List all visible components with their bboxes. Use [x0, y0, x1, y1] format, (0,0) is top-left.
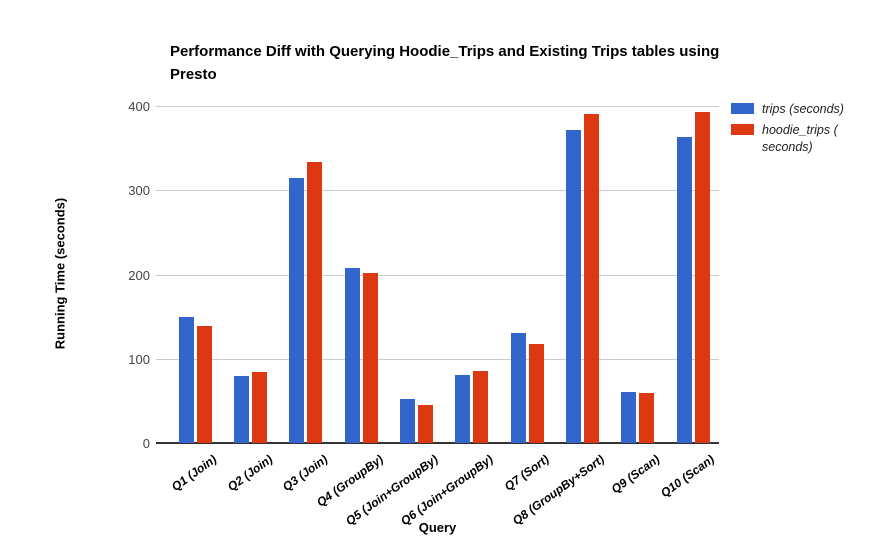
bar-trips-7[interactable] [510, 332, 526, 443]
legend-swatch-icon [731, 103, 754, 114]
x-tick-label: Q9 (Scan) [608, 452, 662, 497]
legend-swatch-icon [731, 124, 754, 136]
legend-label: hoodie_trips ( seconds) [762, 123, 838, 154]
x-tick-label: Q6 (Join+GroupBy) [398, 452, 497, 529]
x-tick-label: Q8 (GroupBy+Sort) [509, 452, 607, 528]
bar-hoodie-trips-9[interactable] [639, 393, 655, 443]
bar-trips-10[interactable] [676, 137, 692, 443]
legend: trips (seconds) hoodie_trips ( seconds) [731, 101, 881, 160]
bar-hoodie-trips-4[interactable] [362, 272, 378, 443]
chart-title: Performance Diff with Querying Hoodie_Tr… [170, 43, 720, 83]
x-axis-baseline [156, 442, 719, 444]
bar-trips-9[interactable] [621, 391, 637, 443]
bar-trips-2[interactable] [234, 375, 250, 443]
bar-trips-4[interactable] [344, 267, 360, 443]
bar-trips-8[interactable] [565, 130, 581, 443]
gridline [156, 106, 719, 107]
bar-hoodie-trips-1[interactable] [196, 325, 212, 443]
bar-hoodie-trips-2[interactable] [252, 372, 268, 443]
x-tick-label: Q1 (Join) [169, 452, 220, 494]
bar-hoodie-trips-7[interactable] [528, 344, 544, 443]
y-axis-title: Running Time (seconds) [52, 197, 68, 350]
legend-item-hoodie-trips[interactable]: hoodie_trips ( seconds) [731, 122, 881, 155]
bar-hoodie-trips-3[interactable] [307, 162, 323, 443]
bar-hoodie-trips-5[interactable] [418, 405, 433, 443]
y-tick-label: 0 [142, 436, 150, 451]
gridline [156, 274, 719, 276]
x-tick-label: Q3 (Join) [279, 452, 331, 494]
x-tick-label: Q2 (Join) [224, 452, 275, 494]
y-tick-label: 300 [128, 183, 150, 199]
gridline [156, 190, 719, 192]
y-tick-label: 100 [128, 351, 150, 367]
bar-hoodie-trips-10[interactable] [694, 111, 710, 443]
plot-area: 0 100 200 300 400 Q1 (Join) Q2 (Join) Q3 (Join)… [128, 99, 719, 528]
x-tick-label: Q7 (Sort) [501, 452, 552, 494]
legend-label: trips (seconds) [762, 102, 844, 116]
bar-hoodie-trips-6[interactable] [473, 371, 489, 443]
gridline [156, 358, 719, 360]
bar-hoodie-trips-8[interactable] [583, 114, 599, 443]
y-tick-label: 400 [128, 99, 150, 114]
bar-trips-3[interactable] [289, 178, 305, 443]
bar-trips-6[interactable] [455, 374, 471, 443]
x-tick-label: Q5 (Join+GroupBy) [343, 452, 441, 529]
x-axis-title: Query [418, 520, 457, 535]
x-tick-label: Q10 (Scan) [658, 452, 718, 501]
bar-trips-1[interactable] [178, 316, 194, 443]
y-tick-label: 200 [128, 267, 150, 283]
legend-item-trips[interactable]: trips (seconds) [731, 101, 881, 117]
bar-trips-5[interactable] [400, 399, 415, 443]
